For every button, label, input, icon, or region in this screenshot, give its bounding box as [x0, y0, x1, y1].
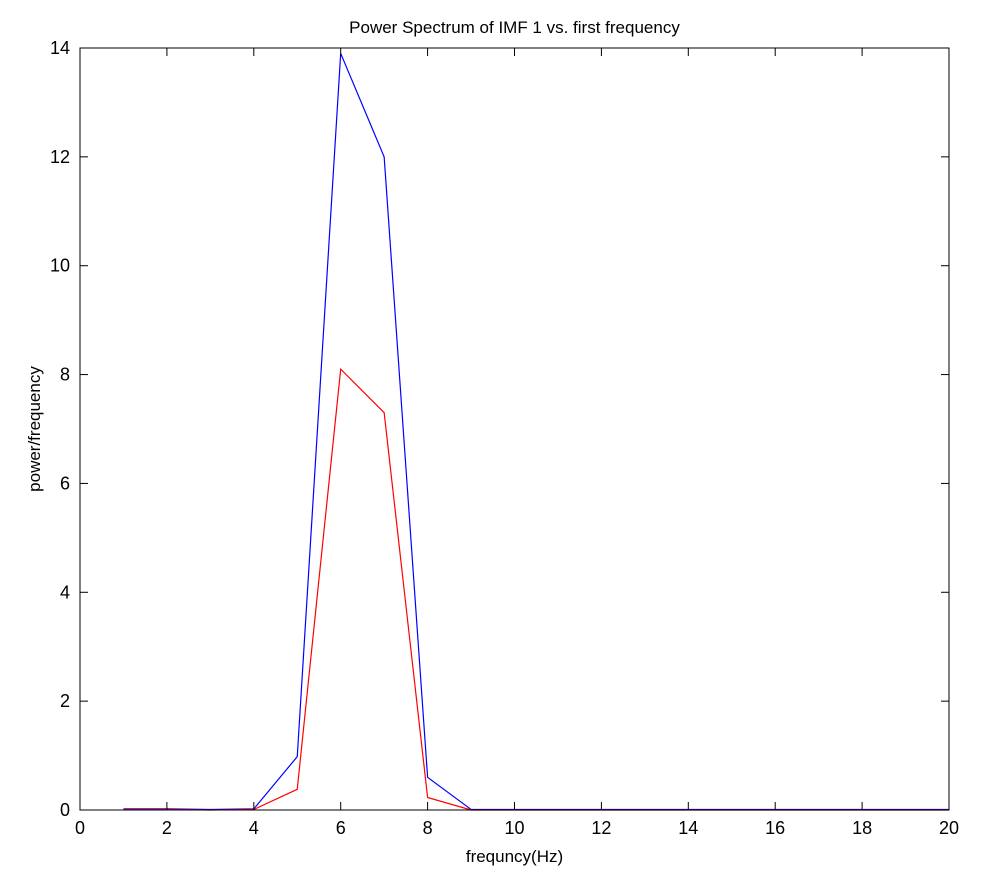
y-axis-label: power/frequency	[25, 366, 44, 492]
x-tick-label: 16	[765, 818, 785, 838]
y-tick-label: 0	[60, 800, 70, 820]
series-line-1	[123, 53, 949, 811]
series-line-2	[123, 367, 949, 811]
x-tick-label: 12	[591, 818, 611, 838]
ticks-layer: 0 2 4 6 8 10 12 14 16 18 20 0 2 4 6 8 10 12 14	[50, 38, 959, 838]
y-tick-label: 4	[60, 582, 70, 602]
x-tick-label: 8	[423, 818, 433, 838]
x-tick-label: 4	[249, 818, 259, 838]
x-tick-label: 18	[852, 818, 872, 838]
chart-title: Power Spectrum of IMF 1 vs. first freque…	[349, 18, 680, 37]
x-tick-label: 14	[678, 818, 698, 838]
plot-frame	[79, 47, 950, 811]
x-tick-label: 20	[939, 818, 959, 838]
x-tick-label: 10	[504, 818, 524, 838]
y-tick-label: 8	[60, 365, 70, 385]
x-tick-label: 6	[336, 818, 346, 838]
y-tick-label: 12	[50, 147, 70, 167]
y-tick-label: 6	[60, 473, 70, 493]
series-layer	[123, 53, 949, 811]
x-tick-label: 2	[162, 818, 172, 838]
x-tick-label: 0	[75, 818, 85, 838]
y-tick-label: 14	[50, 38, 70, 58]
y-tick-label: 2	[60, 691, 70, 711]
x-axis-label: frequncy(Hz)	[466, 847, 563, 866]
y-tick-label: 10	[50, 256, 70, 276]
